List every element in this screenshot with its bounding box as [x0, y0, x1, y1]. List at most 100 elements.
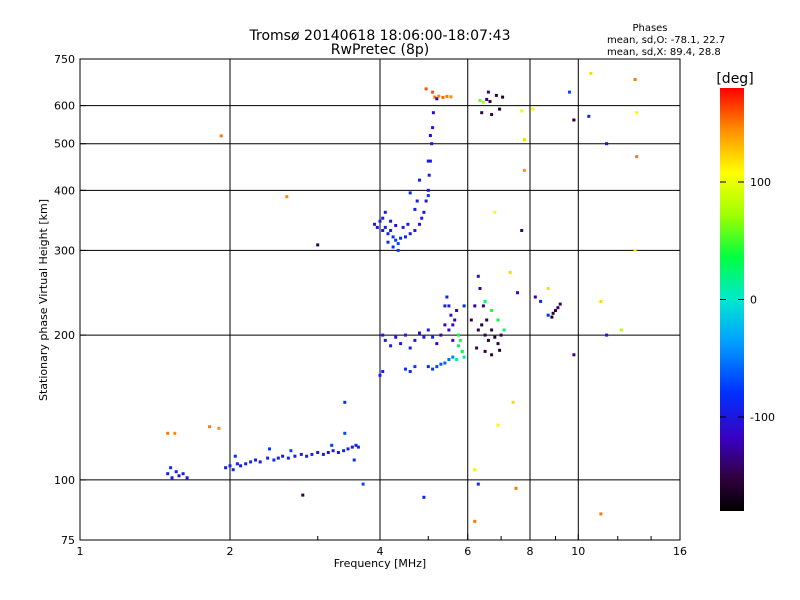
y-tick-label: 400 [54, 184, 75, 197]
data-point [394, 335, 398, 339]
data-point [469, 318, 473, 322]
data-point [439, 333, 443, 337]
x-tick-label: 6 [464, 545, 471, 558]
data-point [533, 295, 537, 299]
data-point [413, 365, 417, 369]
data-point [447, 304, 451, 308]
data-point [386, 240, 390, 244]
data-point [404, 367, 407, 371]
data-point [316, 243, 320, 247]
data-point [408, 370, 412, 373]
data-point [635, 155, 639, 159]
data-point [350, 445, 354, 449]
data-point [633, 248, 637, 252]
data-point [478, 99, 482, 102]
data-point [587, 114, 591, 118]
data-point [354, 443, 358, 447]
data-point [373, 222, 376, 226]
data-point [305, 454, 309, 458]
data-point [228, 464, 232, 468]
data-point [166, 431, 170, 435]
data-point [451, 355, 455, 359]
data-point [635, 111, 639, 115]
data-point [426, 159, 430, 163]
y-tick-label: 600 [54, 100, 75, 113]
data-point [445, 295, 449, 299]
data-point [439, 362, 443, 366]
stats-x-line: mean, sd,X: 89.4, 28.8 [607, 47, 721, 58]
data-point [381, 229, 385, 232]
data-point [443, 304, 447, 308]
data-point [336, 451, 340, 454]
data-point [460, 349, 464, 353]
data-point [449, 95, 453, 99]
data-point [455, 309, 459, 312]
data-point [394, 224, 398, 227]
data-point [301, 493, 305, 497]
data-point [239, 464, 243, 468]
data-point [486, 338, 490, 342]
data-point [233, 454, 237, 458]
data-point [426, 188, 430, 192]
data-point [418, 331, 421, 335]
data-point [389, 219, 393, 223]
data-point [173, 431, 177, 435]
data-point [330, 443, 334, 447]
data-point [496, 342, 500, 346]
data-point [431, 111, 435, 115]
data-point [231, 468, 235, 472]
data-point [383, 225, 387, 229]
data-point [502, 328, 506, 332]
colorbar-label: [deg] [716, 71, 753, 87]
data-point [520, 109, 524, 113]
data-point [394, 238, 398, 242]
data-point [258, 460, 262, 464]
data-point [568, 90, 571, 94]
y-tick-label: 200 [54, 329, 75, 342]
data-point [249, 460, 253, 464]
data-point [361, 482, 365, 486]
data-point [433, 95, 437, 99]
data-point [447, 328, 451, 332]
y-tick-label: 75 [61, 534, 75, 547]
data-point [285, 195, 289, 199]
colorbar-ticks: 100 0 -100 [720, 176, 775, 424]
data-point [404, 235, 407, 239]
data-point [520, 229, 524, 232]
data-point [276, 456, 280, 460]
data-point [185, 476, 189, 480]
data-point [378, 219, 382, 223]
data-point [599, 512, 603, 516]
data-point [381, 216, 385, 220]
data-point [473, 468, 477, 472]
data-point [430, 142, 434, 146]
data-point [457, 344, 460, 348]
data-point [599, 299, 603, 303]
x-axis: 1 2 4 6 8 10 16 [77, 534, 687, 558]
data-point [217, 426, 221, 430]
data-point [343, 431, 347, 435]
colorbar-tick-label: 100 [750, 176, 771, 189]
y-tick-label: 100 [54, 474, 75, 487]
data-point [572, 118, 576, 122]
y-tick-label: 750 [54, 53, 75, 66]
data-point [453, 318, 457, 322]
data-point [485, 318, 489, 322]
data-point [554, 309, 557, 312]
data-point [331, 449, 335, 453]
data-point [462, 355, 466, 359]
data-point [431, 90, 435, 94]
y-tick-label: 500 [54, 138, 75, 151]
data-point [435, 365, 439, 369]
stats-heading: Phases [632, 23, 667, 34]
data-point [299, 452, 303, 456]
data-point [293, 454, 297, 458]
data-point [408, 191, 412, 195]
data-point [375, 225, 379, 229]
data-point [531, 107, 535, 111]
data-point [174, 470, 178, 474]
data-point [428, 134, 432, 137]
data-point [286, 456, 290, 460]
data-point [451, 323, 455, 327]
